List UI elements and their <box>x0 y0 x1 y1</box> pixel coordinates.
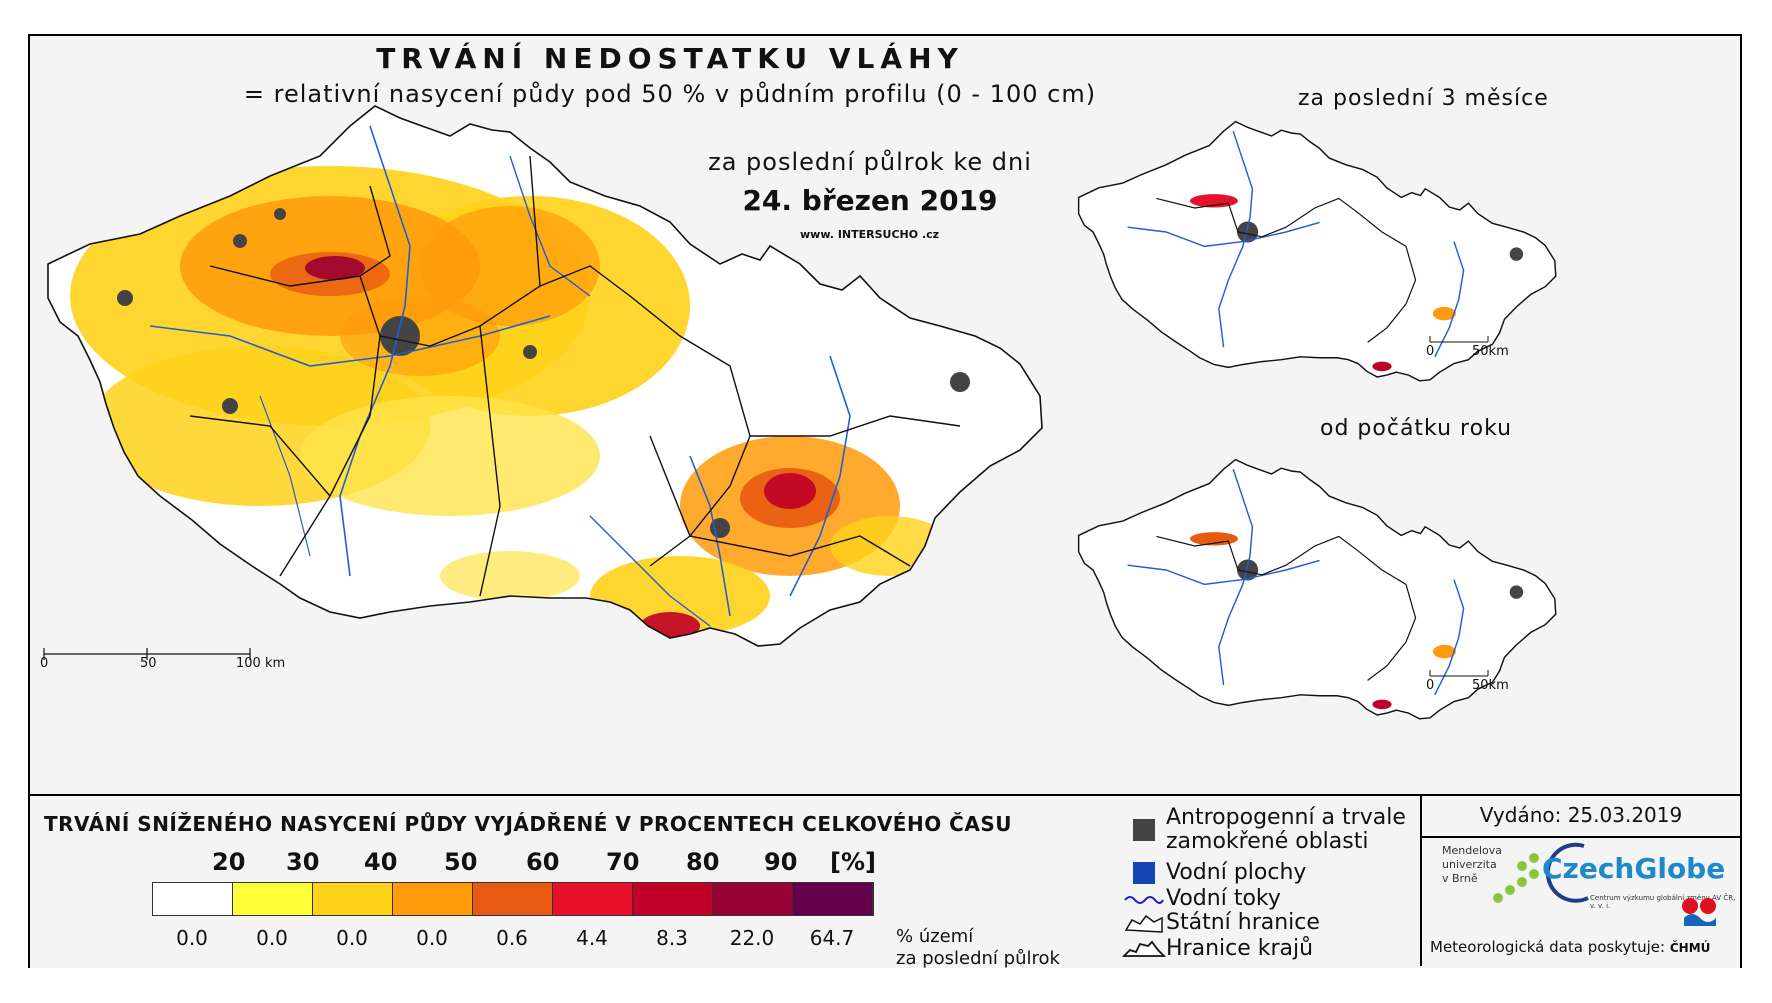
area-unit: % území za poslední půlrok <box>896 926 1060 970</box>
area-percentage-7: 22.0 <box>729 926 775 950</box>
area-percentage-1: 0.0 <box>256 926 288 950</box>
legend-water-bodies: Vodní plochy <box>1122 860 1306 885</box>
inset-scale-bar-top <box>1429 336 1489 343</box>
inset-map-3months <box>1077 120 1557 382</box>
main-scale-50: 50 <box>140 656 157 671</box>
class-break-50: 50 <box>444 848 478 876</box>
website-suffix: .cz <box>921 228 940 241</box>
water-streams-label: Vodní toky <box>1166 886 1281 911</box>
region-border-label: Hranice krajů <box>1166 936 1314 961</box>
legend-state-border: Státní hranice <box>1122 910 1320 935</box>
anthropogenic-area-icon <box>1122 819 1166 841</box>
period-label: za poslední půlrok ke dni <box>708 148 1032 176</box>
mendel-dots-icon <box>1493 853 1539 903</box>
mendel-line2: univerzita <box>1442 858 1497 871</box>
color-swatch-3 <box>393 883 473 915</box>
inset-bottom-scale-0: 0 <box>1426 678 1435 693</box>
anthropogenic-label-1: Antropogenní a trvale <box>1166 805 1406 830</box>
chmu-icon <box>1682 898 1716 926</box>
legend-title: TRVÁNÍ SNÍŽENÉHO NASYCENÍ PŮDY VYJÁDŘENÉ… <box>44 812 1012 836</box>
color-swatch-5 <box>553 883 633 915</box>
map-title: TRVÁNÍ NEDOSTATKU VLÁHY <box>376 42 964 75</box>
czechglobe-subtitle: Centrum výzkumu globální změny AV ČR, v.… <box>1590 894 1736 910</box>
color-swatch-0 <box>153 883 233 915</box>
legend-anthropogenic: Antropogenní a trvale zamokřené oblasti <box>1122 806 1406 854</box>
main-scale-bar <box>43 648 251 660</box>
website-link[interactable]: www. INTERSUCHO .cz <box>800 228 939 241</box>
water-body-icon <box>1122 861 1166 884</box>
area-percentage-3: 0.0 <box>416 926 448 950</box>
color-scale <box>152 882 874 916</box>
mendel-line3: v Brně <box>1442 872 1478 885</box>
class-break-60: 60 <box>526 848 560 876</box>
area-percentage-5: 4.4 <box>576 926 608 950</box>
anthropogenic-label-2: zamokřené oblasti <box>1166 829 1369 854</box>
chmu-label: ČHMÚ <box>1669 941 1711 955</box>
map-subtitle: = relativní nasycení půdy pod 50 % v půd… <box>243 80 1097 108</box>
inset-top-scale-0: 0 <box>1426 344 1435 359</box>
area-unit-line2: za poslední půlrok <box>896 948 1060 969</box>
area-percentage-0: 0.0 <box>176 926 208 950</box>
legend-water-streams: Vodní toky <box>1122 886 1281 911</box>
inset-top-title: za poslední 3 měsíce <box>1298 86 1549 111</box>
inset-map-year <box>1077 458 1557 720</box>
water-stream-icon <box>1122 892 1166 906</box>
legend-area: TRVÁNÍ SNÍŽENÉHO NASYCENÍ PŮDY VYJÁDŘENÉ… <box>30 794 1742 970</box>
color-swatch-4 <box>473 883 553 915</box>
main-scale-0: 0 <box>40 656 49 671</box>
map-area: TRVÁNÍ NEDOSTATKU VLÁHY = relativní nasy… <box>30 36 1740 792</box>
area-percentage-6: 8.3 <box>656 926 688 950</box>
inset-bottom-scale-50: 50km <box>1472 678 1509 693</box>
issued-date: Vydáno: 25.03.2019 <box>1422 796 1740 838</box>
region-border-icon <box>1122 938 1166 960</box>
main-map <box>43 105 1557 720</box>
area-percentage-2: 0.0 <box>336 926 368 950</box>
issued-panel: Vydáno: 25.03.2019 Mendelova univerzita … <box>1420 796 1742 966</box>
chmu-logo <box>1680 896 1720 934</box>
area-percentage-4: 0.6 <box>496 926 528 950</box>
meteo-provider: Meteorologická data poskytuje: ČHMÚ <box>1430 938 1710 956</box>
class-break-40: 40 <box>364 848 398 876</box>
class-break-80: 80 <box>686 848 720 876</box>
class-break-30: 30 <box>286 848 320 876</box>
inset-top-scale-50: 50km <box>1472 344 1509 359</box>
czechglobe-logo: CzechGlobe <box>1542 852 1726 885</box>
class-break-90: 90 <box>764 848 798 876</box>
website-prefix: www. <box>800 228 834 241</box>
water-bodies-label: Vodní plochy <box>1166 860 1307 885</box>
color-swatch-8 <box>793 883 873 915</box>
color-swatch-7 <box>713 883 793 915</box>
class-break-70: 70 <box>606 848 640 876</box>
color-swatch-1 <box>233 883 313 915</box>
website-brand: INTERSUCHO <box>837 228 919 241</box>
area-percentage-8: 64.7 <box>809 926 855 950</box>
main-scale-100: 100 km <box>236 656 286 671</box>
area-unit-line1: % území <box>896 926 974 947</box>
class-break-unit: [%] <box>830 848 876 876</box>
mendel-logo: Mendelova univerzita v Brně <box>1442 844 1539 903</box>
color-swatch-2 <box>313 883 393 915</box>
legend-region-border: Hranice krajů <box>1122 936 1313 961</box>
mendel-line1: Mendelova <box>1442 844 1503 857</box>
color-swatch-6 <box>633 883 713 915</box>
inset-bottom-title: od počátku roku <box>1320 416 1513 441</box>
inset-scale-bar-bottom <box>1429 670 1489 677</box>
date-label: 24. březen 2019 <box>742 184 998 217</box>
state-border-icon <box>1122 912 1166 934</box>
czechglobe-arc-icon <box>1545 842 1589 903</box>
meteo-label: Meteorologická data poskytuje: <box>1430 938 1666 956</box>
state-border-label: Státní hranice <box>1166 910 1320 935</box>
map-frame: TRVÁNÍ NEDOSTATKU VLÁHY = relativní nasy… <box>28 34 1742 970</box>
class-break-20: 20 <box>212 848 246 876</box>
